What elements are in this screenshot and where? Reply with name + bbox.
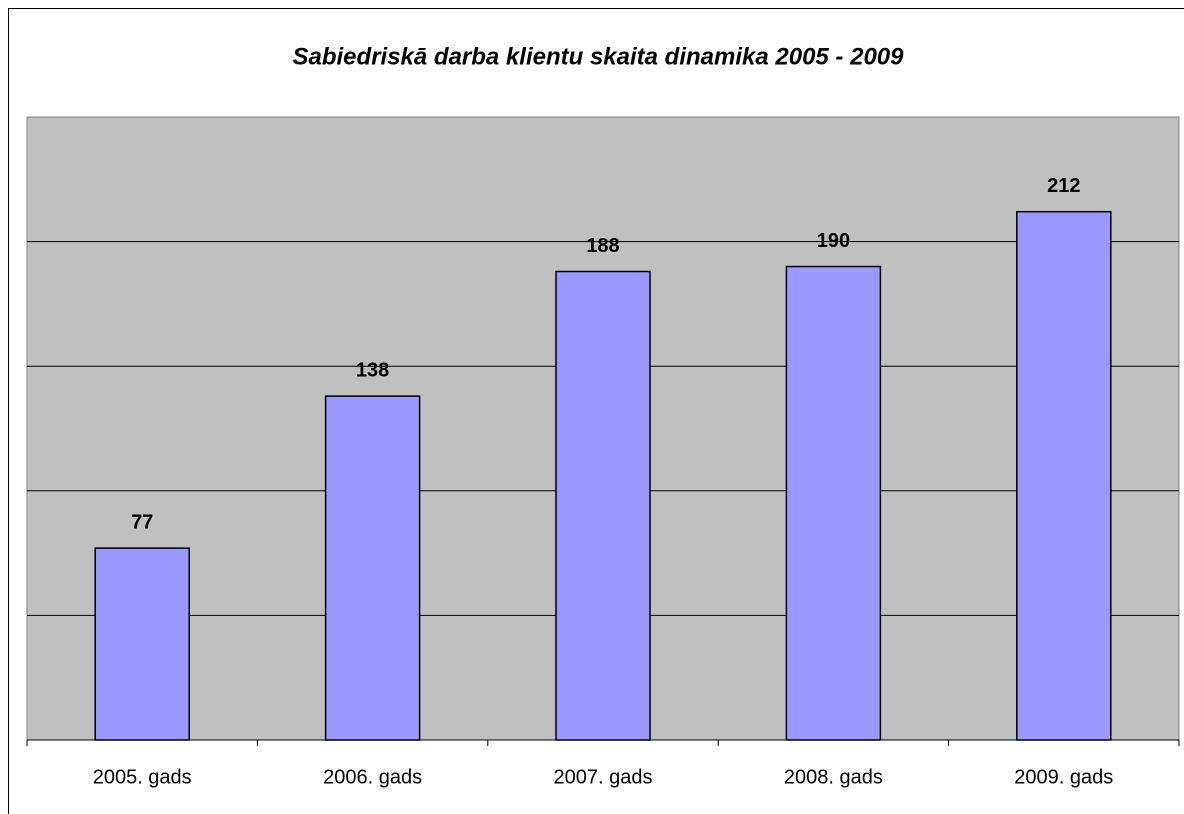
x-tick-label: 2009. gads <box>1014 766 1113 788</box>
data-label: 138 <box>356 359 389 381</box>
bar <box>785 265 882 741</box>
bar <box>555 270 651 741</box>
data-label: 190 <box>817 230 850 252</box>
x-tick-label: 2008. gads <box>784 766 883 788</box>
data-label: 77 <box>131 511 153 533</box>
chart-title: Sabiedriskā darba klientu skaita dinamik… <box>293 43 905 70</box>
data-label: 212 <box>1047 175 1080 197</box>
x-tick-label: 2006. gads <box>323 766 422 788</box>
x-tick-label: 2005. gads <box>93 766 192 788</box>
data-label: 188 <box>586 235 619 257</box>
bar <box>324 395 421 741</box>
bar <box>94 547 190 741</box>
x-tick-label: 2007. gads <box>554 766 653 788</box>
bar <box>1016 210 1112 741</box>
